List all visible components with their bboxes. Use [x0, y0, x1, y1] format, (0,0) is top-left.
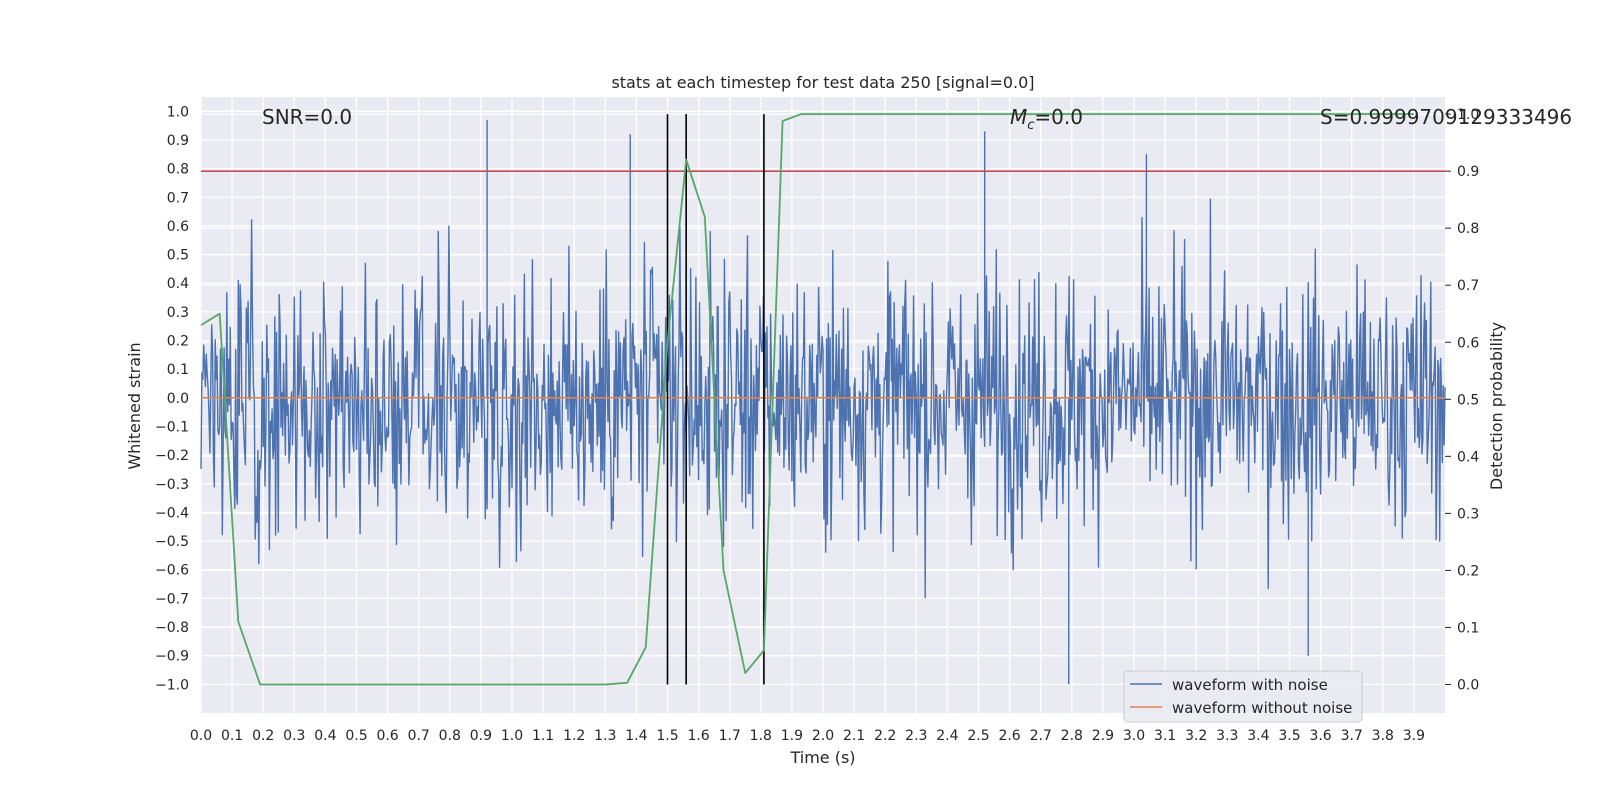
y2-tick-label: 0.0 [1457, 677, 1479, 693]
y-tick-label: −0.5 [155, 534, 189, 550]
y-tick-label: −0.7 [155, 591, 189, 607]
x-tick-label: 2.4 [936, 728, 958, 744]
mc-symbol: M [1010, 105, 1027, 129]
mc-annotation: Mc=0.0 [1010, 105, 1083, 133]
chart-title: stats at each timestep for test data 250… [611, 73, 1034, 92]
mc-value: =0.0 [1034, 105, 1083, 129]
y2-tick-label: 0.4 [1457, 449, 1479, 465]
x-tick-label: 3.8 [1372, 728, 1394, 744]
x-tick-label: 3.0 [1123, 728, 1145, 744]
y-tick-label: 0.1 [167, 362, 189, 378]
y-tick-label: 0.9 [167, 133, 189, 149]
x-tick-label: 0.8 [439, 728, 461, 744]
x-tick-label: 2.5 [967, 728, 989, 744]
y-tick-label: 0.7 [167, 190, 189, 206]
y-tick-label: −0.4 [155, 505, 189, 521]
x-tick-label: 3.3 [1216, 728, 1238, 744]
y2-tick-label: 0.3 [1457, 506, 1479, 522]
x-tick-label: 2.7 [1030, 728, 1052, 744]
y-tick-label: 1.0 [167, 104, 189, 120]
y-axis-left: 1.0 0.9 0.8 0.7 0.6 0.5 0.4 0.3 0.2 0.1 0.0 −0.1 −0.… [155, 104, 189, 693]
y-tick-label: −0.6 [155, 563, 189, 579]
x-tick-label: 1.9 [781, 728, 803, 744]
x-tick-label: 1.2 [563, 728, 585, 744]
x-tick-label: 0.1 [221, 728, 243, 744]
x-tick-label: 2.3 [905, 728, 927, 744]
x-tick-label: 0.2 [252, 728, 274, 744]
x-tick-label: 1.3 [594, 728, 616, 744]
y-tick-label: 0.6 [167, 219, 189, 235]
y2-tick-label: 0.9 [1457, 164, 1479, 180]
y-tick-label: −0.2 [155, 448, 189, 464]
mc-subscript: c [1027, 118, 1034, 133]
x-tick-label: 1.7 [719, 728, 741, 744]
y2-tick-label: 0.8 [1457, 221, 1479, 237]
y-tick-label: 0.5 [167, 248, 189, 264]
x-tick-label: 2.1 [843, 728, 865, 744]
y2-tick-label: 1.0 [1457, 107, 1479, 123]
x-tick-label: 1.5 [656, 728, 678, 744]
x-tick-label: 3.9 [1403, 728, 1425, 744]
x-tick-label: 3.6 [1309, 728, 1331, 744]
x-tick-label: 2.2 [874, 728, 896, 744]
snr-annotation: SNR=0.0 [262, 105, 352, 129]
s-annotation: S=0.9999709129333496 [1320, 105, 1572, 129]
x-tick-label: 2.8 [1061, 728, 1083, 744]
x-tick-label: 3.1 [1154, 728, 1176, 744]
detection-probability-series [200, 113, 1414, 686]
y2-tick-label: 0.1 [1457, 620, 1479, 636]
x-tick-label: 0.0 [190, 728, 212, 744]
x-tick-label: 1.0 [501, 728, 523, 744]
x-axis: 0.0 0.1 0.2 0.3 0.4 0.5 0.6 0.7 0.8 0.9 1.0 1.1 1.2 1… [190, 728, 1425, 744]
x-tick-label: 0.5 [345, 728, 367, 744]
y-tick-label: 0.8 [167, 162, 189, 178]
y-tick-label: 0.4 [167, 276, 189, 292]
y-axis-label: Whitened strain [125, 342, 144, 469]
x-tick-label: 1.4 [625, 728, 647, 744]
vertical-markers [666, 114, 765, 685]
x-tick-label: 0.7 [408, 728, 430, 744]
y-axis-right: 1.0 0.9 0.8 0.7 0.6 0.5 0.4 0.3 0.2 0.1 0.0 [1445, 107, 1479, 693]
y-tick-label: −0.8 [155, 620, 189, 636]
legend: waveform with noise waveform without noi… [1123, 670, 1363, 723]
legend-box [1123, 670, 1363, 723]
x-tick-label: 2.6 [998, 728, 1020, 744]
y2-tick-label: 0.6 [1457, 335, 1479, 351]
x-tick-label: 3.2 [1185, 728, 1207, 744]
y2-tick-label: 0.5 [1457, 392, 1479, 408]
x-tick-label: 0.6 [376, 728, 398, 744]
detection-probability-line [200, 113, 1414, 686]
y2-axis-label: Detection probability [1487, 322, 1506, 490]
legend-label-clean: waveform without noise [1172, 699, 1352, 717]
x-tick-label: 3.5 [1278, 728, 1300, 744]
y-tick-label: −0.3 [155, 477, 189, 493]
y-tick-label: −0.1 [155, 419, 189, 435]
waveform-with-noise-series [200, 119, 1446, 685]
x-axis-label: Time (s) [789, 748, 855, 767]
x-tick-label: 3.7 [1341, 728, 1363, 744]
x-tick-label: 0.9 [470, 728, 492, 744]
x-tick-label: 1.1 [532, 728, 554, 744]
x-tick-label: 3.4 [1247, 728, 1269, 744]
x-tick-label: 2.0 [812, 728, 834, 744]
waveform-noise-line [200, 119, 1446, 685]
y2-tick-label: 0.7 [1457, 278, 1479, 294]
y-tick-label: −1.0 [155, 677, 189, 693]
y-tick-label: 0.2 [167, 334, 189, 350]
y-tick-label: −0.9 [155, 649, 189, 665]
y-tick-label: 0.3 [167, 305, 189, 321]
y-tick-label: 0.0 [167, 391, 189, 407]
y2-tick-label: 0.2 [1457, 563, 1479, 579]
x-tick-label: 1.6 [687, 728, 709, 744]
x-tick-label: 0.3 [283, 728, 305, 744]
legend-label-noise: waveform with noise [1172, 676, 1328, 694]
x-tick-label: 1.8 [750, 728, 772, 744]
x-tick-label: 2.9 [1092, 728, 1114, 744]
x-tick-label: 0.4 [314, 728, 336, 744]
